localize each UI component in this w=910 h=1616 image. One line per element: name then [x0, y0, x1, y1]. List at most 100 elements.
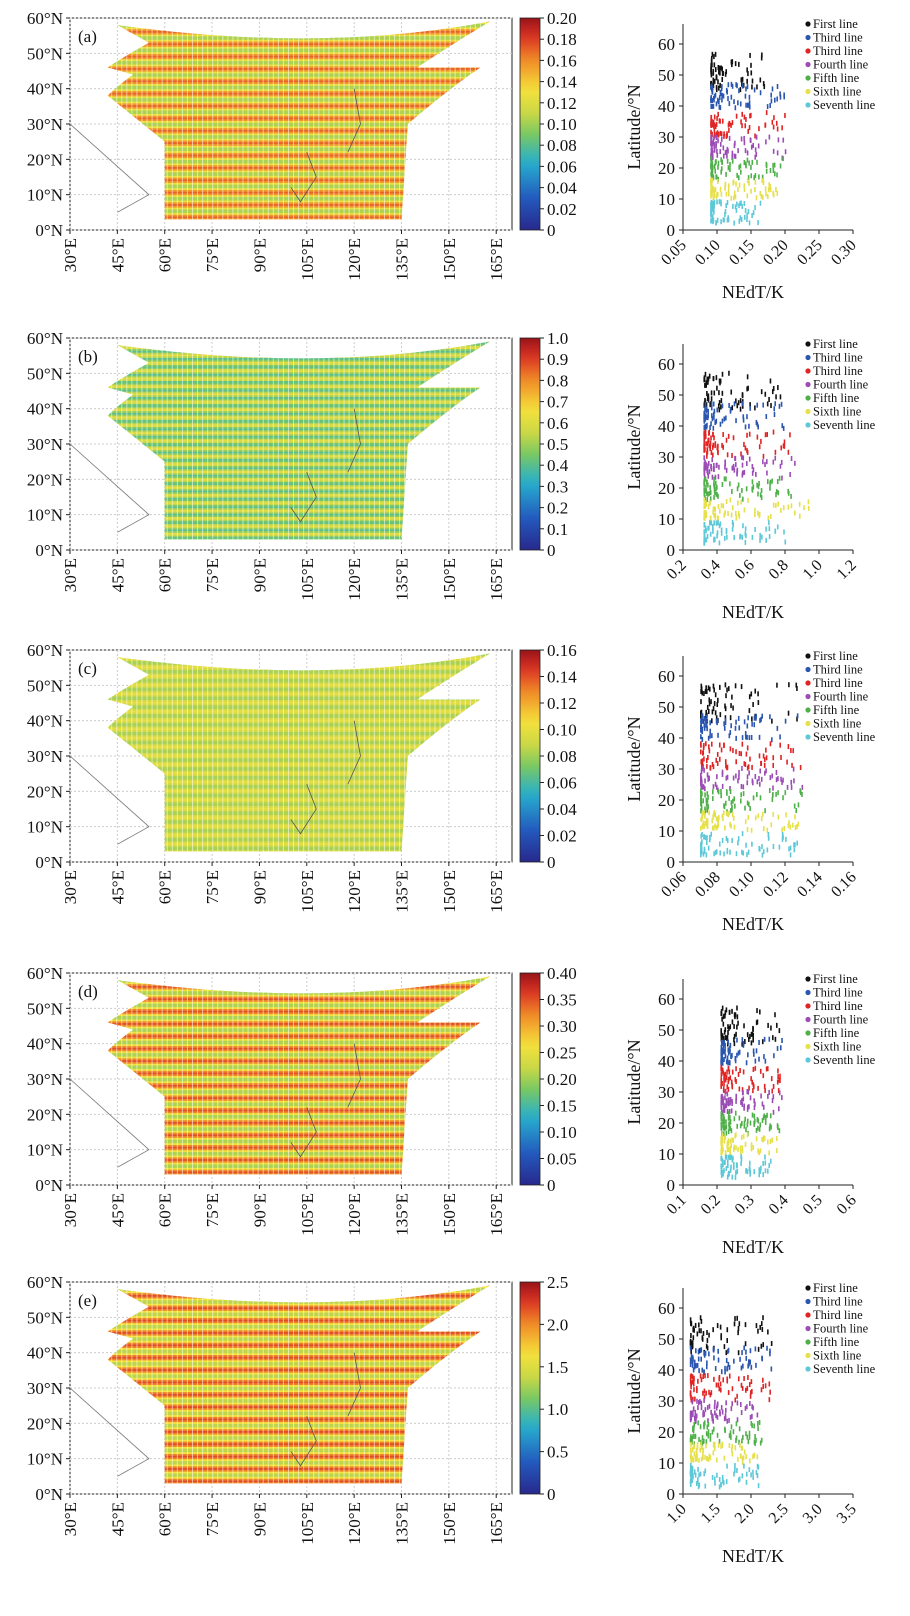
colorbar-tick-label: 2.5: [547, 1273, 568, 1292]
scatter-point: [715, 849, 718, 855]
scatter-x-tick-label: 0.20: [760, 237, 792, 269]
scatter-point: [790, 784, 793, 790]
scatter-point: [723, 721, 725, 727]
legend-label: Seventh line: [813, 730, 876, 744]
colorbar-tick-label: 0.1: [547, 520, 568, 539]
scatter-point: [709, 686, 711, 692]
scatter-point: [705, 714, 708, 720]
scatter-point: [750, 1142, 753, 1148]
scatter-point: [721, 371, 724, 377]
scatter-point: [756, 84, 758, 90]
scatter-point: [708, 776, 710, 782]
scatter-y-tick-label: 30: [658, 1392, 675, 1411]
scatter-point: [722, 1068, 724, 1074]
scatter-point: [706, 1456, 708, 1462]
legend-label: Fourth line: [813, 690, 869, 704]
scatter-point: [737, 1376, 740, 1382]
scatter-point: [713, 1476, 716, 1482]
lat-tick-label: 0°N: [35, 221, 63, 240]
scatter-point: [740, 136, 743, 142]
coastline: [290, 152, 317, 203]
scatter-point: [726, 1144, 729, 1150]
scatter-point: [723, 1041, 725, 1047]
scatter-point: [727, 82, 730, 88]
scatter-point: [736, 1400, 739, 1406]
scatter-point: [720, 1096, 723, 1102]
scatter-point: [747, 1052, 749, 1058]
scatter-point: [735, 1098, 737, 1104]
scatter-point: [690, 1473, 692, 1479]
scatter-point: [703, 1394, 706, 1400]
scatter-point: [730, 1079, 733, 1085]
legend-marker: [805, 989, 811, 996]
scatter-point: [787, 490, 790, 496]
scatter-point: [782, 156, 784, 162]
scatter-point: [748, 456, 751, 462]
scatter-point: [694, 1396, 696, 1402]
scatter-point: [720, 1099, 723, 1105]
scatter-point: [732, 747, 734, 753]
scatter-x-tick-label: 0.2: [664, 557, 690, 583]
scatter-point: [720, 157, 722, 163]
scatter-point: [713, 483, 716, 489]
scatter-point: [742, 523, 744, 529]
scatter-point: [781, 836, 784, 842]
scatter-point: [704, 461, 707, 467]
scatter-point: [730, 1406, 733, 1412]
scatter-point: [741, 76, 744, 82]
scatter-point: [754, 815, 757, 821]
scatter-point: [690, 1448, 692, 1454]
scatter-point: [779, 1073, 781, 1079]
scatter-point: [755, 1437, 757, 1443]
scatter-point: [713, 147, 716, 153]
scatter-point: [754, 774, 757, 780]
scatter-point: [704, 382, 706, 388]
scatter-point: [716, 192, 718, 198]
scatter-points: [703, 370, 810, 546]
scatter-point: [793, 847, 796, 853]
colorbar-tick-label: 0.14: [547, 73, 577, 92]
scatter-point: [728, 810, 730, 816]
scatter-point: [714, 474, 717, 480]
scatter-point: [775, 769, 778, 775]
scatter-point: [752, 1037, 754, 1043]
scatter-point: [709, 720, 711, 726]
scatter-point: [720, 1083, 723, 1089]
scatter-point: [793, 778, 795, 784]
scatter-point: [751, 487, 754, 493]
scatter-point: [711, 186, 714, 192]
scatter-point: [747, 1363, 749, 1369]
scatter-point: [752, 1088, 754, 1094]
scatter-point: [711, 85, 714, 91]
scatter-point: [694, 1409, 697, 1415]
scatter-point: [759, 795, 762, 801]
scatter-point: [785, 812, 787, 818]
swath-band: [70, 1277, 512, 1279]
scatter-point: [781, 827, 783, 833]
scatter-point: [741, 472, 744, 478]
scatter-point: [725, 415, 727, 421]
scatter-point: [720, 1072, 723, 1078]
scatter-point: [696, 1445, 699, 1451]
scatter-point: [722, 153, 725, 159]
scatter-point: [700, 852, 702, 858]
scatter-point: [721, 66, 723, 72]
scatter-point: [691, 1359, 694, 1365]
scatter-point: [753, 722, 756, 728]
scatter-point: [733, 1144, 736, 1150]
scatter-point: [772, 148, 775, 154]
scatter-point: [732, 1165, 735, 1171]
scatter-point: [709, 520, 711, 526]
scatter-point: [720, 1405, 723, 1411]
colorbar-tick-label: 0.9: [547, 350, 568, 369]
scatter-point: [749, 113, 751, 119]
scatter-point: [743, 469, 746, 475]
scatter-point: [698, 1482, 701, 1488]
legend-marker: [805, 680, 811, 686]
scatter-point: [777, 490, 780, 496]
scatter-point: [750, 1146, 753, 1152]
scatter-point: [727, 183, 730, 189]
scatter-point: [754, 133, 756, 139]
scatter-point: [689, 1463, 692, 1469]
scatter-point: [772, 762, 775, 768]
